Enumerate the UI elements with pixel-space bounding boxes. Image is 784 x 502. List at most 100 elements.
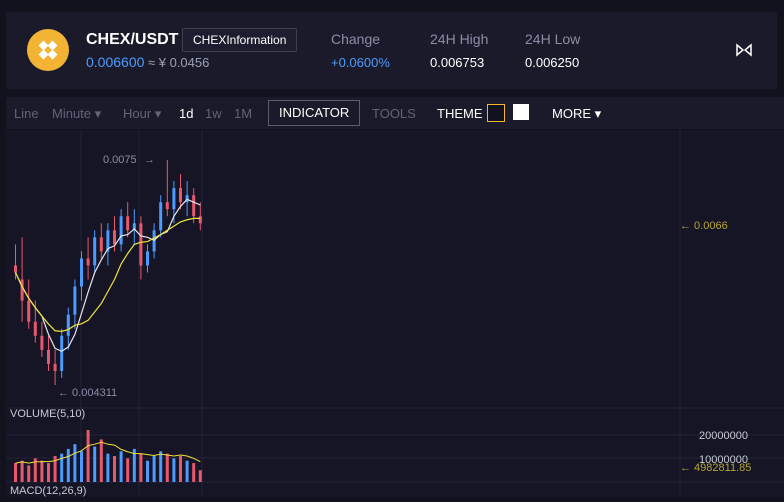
volume-bar: [73, 444, 77, 482]
volume-bar: [66, 448, 70, 482]
collapse-icon[interactable]: [736, 42, 752, 58]
vol-axis-high: 20000000: [699, 430, 748, 442]
candle-body: [53, 363, 57, 371]
period-1m[interactable]: 1M: [234, 106, 253, 121]
candle-body: [165, 202, 169, 210]
volume-bar: [53, 456, 57, 482]
volume-bar: [14, 463, 17, 482]
candle-body: [198, 216, 202, 224]
theme-dark-swatch[interactable]: [487, 104, 505, 122]
macd-label: MACD(12,26,9): [10, 485, 86, 497]
candle-body: [172, 188, 176, 210]
candles-group: [14, 160, 202, 385]
candle-body: [113, 230, 116, 245]
vol-axis-mid: 10000000: [699, 454, 748, 466]
price-chart[interactable]: 0.0075 → ← 0.004311 ← 0.0066 VOLUME(5,10…: [6, 130, 784, 497]
low-value: 0.006250: [525, 55, 580, 70]
volume-bar: [86, 430, 90, 482]
price-cny: ≈ ¥ 0.0456: [148, 55, 210, 70]
theme-label: THEME: [437, 106, 483, 121]
change-label: Change: [331, 31, 381, 47]
candle-body: [73, 286, 77, 315]
candle-body: [66, 314, 70, 336]
candle-body: [185, 195, 189, 203]
volume-bar: [165, 453, 169, 482]
indicator-button[interactable]: INDICATOR: [268, 100, 361, 126]
candle-body: [47, 349, 50, 364]
candle-body: [40, 335, 44, 350]
volume-bar: [139, 453, 143, 482]
tools-button[interactable]: TOOLS: [372, 106, 416, 121]
volume-bar: [106, 453, 110, 482]
volume-bar: [172, 458, 176, 482]
low-price-label: ← 0.004311: [58, 387, 117, 399]
volume-bar: [20, 460, 24, 482]
volume-bar: [27, 465, 31, 482]
volume-bar: [192, 463, 196, 482]
candle-body: [139, 223, 143, 266]
candle-body: [27, 300, 31, 322]
candle-body: [99, 237, 103, 252]
volume-bar: [159, 451, 163, 482]
volume-bar: [80, 451, 83, 482]
current-price-marker: ← 0.0066: [680, 220, 728, 232]
line-option[interactable]: Line: [14, 106, 39, 121]
volume-bar: [40, 460, 44, 482]
candle-body: [20, 279, 24, 301]
hour-dropdown[interactable]: Hour ▾: [123, 106, 162, 121]
pair-title: CHEX/USDT: [86, 31, 179, 48]
candle-body: [132, 223, 136, 231]
chart-grid: [6, 130, 784, 497]
volume-bar: [126, 458, 130, 482]
chex-logo: [27, 29, 69, 71]
high-price-label: 0.0075: [103, 154, 137, 166]
candle-body: [179, 188, 182, 203]
volume-bar: [146, 460, 149, 482]
volume-bar: [185, 460, 189, 482]
candle-body: [14, 265, 17, 273]
volume-bar: [179, 456, 182, 482]
volume-ma-line: [15, 441, 201, 464]
last-price: 0.006600: [86, 54, 145, 70]
theme-light-swatch[interactable]: [513, 104, 529, 120]
volume-bar: [152, 456, 156, 482]
chart-panel[interactable]: 0.0075 → ← 0.004311 ← 0.0066 VOLUME(5,10…: [6, 130, 784, 497]
chart-toolbar: Line Minute ▾ Hour ▾ 1d 1w 1M INDICATOR …: [6, 97, 784, 129]
candle-body: [192, 195, 196, 217]
volume-bars-group: [14, 430, 202, 482]
candle-body: [93, 237, 97, 266]
volume-bar: [47, 463, 50, 482]
candle-body: [119, 216, 123, 245]
candle-body: [146, 251, 149, 266]
candle-body: [33, 321, 37, 336]
volume-bar: [60, 453, 64, 482]
candle-body: [60, 335, 64, 371]
high-label: 24H High: [430, 31, 489, 47]
volume-bar: [99, 439, 103, 482]
info-button[interactable]: CHEXInformation: [182, 28, 298, 52]
ticker-header: CHEX/USDT CHEXInformation 0.006600 ≈ ¥ 0…: [6, 12, 777, 89]
volume-bar: [198, 470, 202, 482]
ma-short-line: [14, 198, 201, 352]
period-1d[interactable]: 1d: [179, 106, 194, 121]
high-arrow-icon: →: [144, 154, 155, 166]
period-1w[interactable]: 1w: [205, 106, 222, 121]
volume-bar: [119, 451, 123, 482]
candle-body: [86, 258, 90, 266]
minute-dropdown[interactable]: Minute ▾: [52, 106, 102, 121]
candle-body: [106, 230, 110, 252]
ma-long-line: [14, 217, 201, 332]
candle-body: [80, 258, 83, 287]
more-dropdown[interactable]: MORE ▾: [552, 106, 602, 121]
candle-body: [152, 230, 156, 252]
volume-bar: [113, 456, 116, 482]
candle-body: [126, 216, 130, 231]
volume-marker: ← 4982811.85: [680, 462, 751, 474]
volume-bar: [93, 446, 97, 482]
candle-body: [159, 202, 163, 231]
change-value: +0.0600%: [331, 55, 390, 70]
volume-bar: [33, 458, 37, 482]
low-label: 24H Low: [525, 31, 581, 47]
high-value: 0.006753: [430, 55, 485, 70]
volume-label: VOLUME(5,10): [10, 408, 85, 420]
